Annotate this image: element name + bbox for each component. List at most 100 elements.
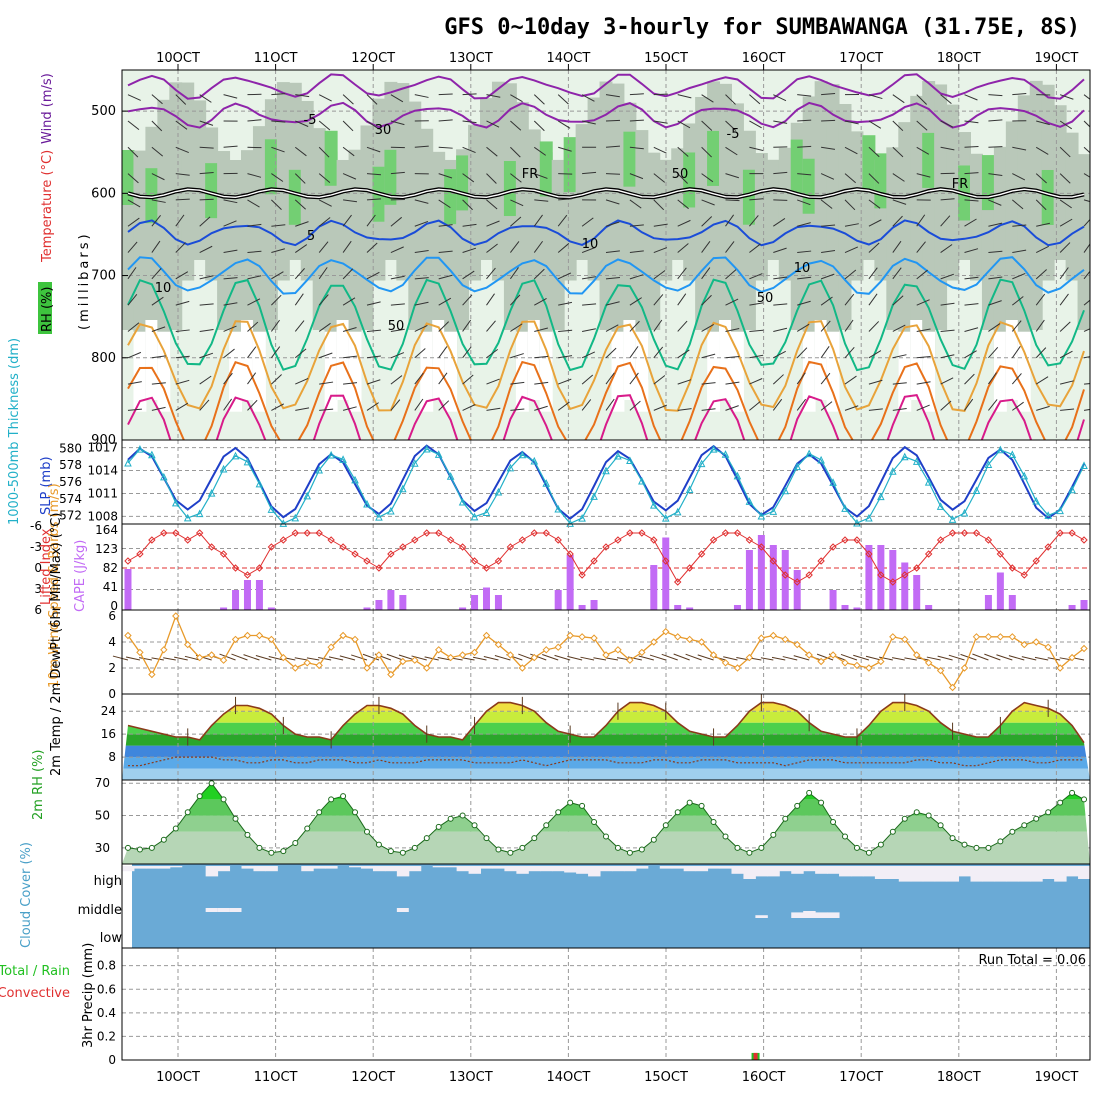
wind10m-marker bbox=[363, 664, 371, 672]
li-marker bbox=[219, 550, 228, 558]
wind-barb bbox=[462, 120, 477, 124]
wind10m-barb bbox=[1021, 656, 1037, 661]
wind-barb bbox=[294, 293, 304, 306]
thickness-marker bbox=[482, 508, 491, 516]
thickness-marker bbox=[984, 460, 993, 468]
wind-barb bbox=[295, 94, 310, 98]
cape-li-panel: -6 -3 0 3 6 164 123 82 41 0 Lifted Index CAPE (J/… bbox=[30, 519, 1091, 617]
rh-shade-60 bbox=[480, 98, 493, 261]
x-tick-label: 19OCT bbox=[1035, 1070, 1079, 1085]
rh-shade-60 bbox=[993, 146, 1007, 380]
li-marker bbox=[351, 550, 359, 558]
wind-barb bbox=[151, 94, 163, 105]
li-marker bbox=[375, 564, 383, 572]
wind-barb bbox=[1012, 224, 1027, 227]
wind10m-tick-label: 6 bbox=[108, 609, 116, 623]
wind-barb bbox=[486, 293, 495, 306]
cape-tick-label: 41 bbox=[103, 580, 118, 594]
li-marker bbox=[1020, 571, 1028, 579]
rh-marker bbox=[662, 822, 669, 829]
wind-barb bbox=[199, 245, 213, 253]
wind-barb bbox=[773, 94, 787, 102]
wind-barb bbox=[199, 329, 214, 332]
rh-marker bbox=[638, 846, 645, 853]
contour-labels: -5 -5 FR FR 5 10 10 10 30 50 50 50 bbox=[155, 113, 969, 334]
wind-barb bbox=[964, 146, 979, 148]
wind-barb bbox=[1083, 199, 1090, 203]
wind-barb bbox=[342, 120, 354, 132]
x-tick-label: 16OCT bbox=[742, 1070, 786, 1085]
wind-barb bbox=[271, 93, 286, 96]
precip-tick-label: 0.6 bbox=[97, 982, 116, 996]
wind-barb bbox=[940, 94, 952, 104]
rh-shade-80 bbox=[444, 169, 458, 225]
thickness-marker bbox=[817, 455, 825, 464]
rh-shade-60 bbox=[169, 82, 183, 331]
cloud-high-gap bbox=[301, 866, 314, 872]
x-tick-label: 18OCT bbox=[937, 1070, 981, 1085]
rh-shade-dry bbox=[527, 320, 541, 400]
cape-bar bbox=[459, 607, 467, 610]
wind-barb bbox=[605, 221, 620, 227]
wind-barb bbox=[366, 379, 381, 385]
wind-barb bbox=[892, 240, 902, 253]
wind-barb bbox=[988, 323, 1001, 332]
wind-barb bbox=[605, 301, 620, 306]
thickness-marker bbox=[889, 467, 897, 475]
li-marker bbox=[709, 536, 718, 544]
li-marker bbox=[411, 536, 419, 544]
rh-shade-80 bbox=[922, 132, 936, 188]
rh-marker bbox=[579, 802, 586, 809]
wind-barb bbox=[964, 398, 974, 411]
wind-barb bbox=[223, 277, 238, 280]
cloud-high-gap bbox=[886, 866, 900, 879]
cloud-high-gap bbox=[456, 866, 470, 872]
wind10m-marker bbox=[219, 656, 228, 664]
wind-barb bbox=[701, 216, 713, 227]
wind-barb bbox=[199, 216, 211, 227]
wind-barb bbox=[773, 247, 787, 254]
wind-barb bbox=[892, 324, 906, 332]
wind-barb bbox=[653, 319, 663, 332]
wind-barb bbox=[175, 198, 190, 201]
wind10m-marker bbox=[626, 656, 634, 664]
pressure-axis-label: (millibars) bbox=[77, 231, 92, 330]
cloud-high-gap bbox=[803, 866, 816, 872]
wind10m-barb bbox=[461, 657, 475, 661]
wind-barb bbox=[1036, 120, 1050, 126]
wind10m-barb bbox=[782, 656, 798, 661]
li-marker bbox=[924, 550, 933, 558]
li-marker bbox=[1008, 564, 1017, 572]
wind10m-marker bbox=[375, 651, 383, 659]
cloud-middle-gap bbox=[827, 912, 840, 918]
wind-barb bbox=[940, 198, 955, 201]
cloud-high-gap bbox=[719, 866, 732, 869]
x-tick-label: 15OCT bbox=[644, 1070, 688, 1085]
wind-barb bbox=[1035, 293, 1046, 306]
wind10m-marker bbox=[482, 631, 491, 640]
wind-barb bbox=[510, 381, 525, 385]
wind-barb bbox=[797, 250, 812, 254]
cloud-high-gap bbox=[791, 866, 804, 874]
rh-shade-dry bbox=[133, 331, 147, 412]
wind-barb bbox=[653, 346, 664, 359]
wind-barb bbox=[868, 242, 880, 253]
rh-shade-60 bbox=[886, 147, 900, 330]
wind-barb bbox=[844, 120, 859, 125]
thickness-marker bbox=[936, 502, 945, 510]
wind-barb bbox=[820, 372, 831, 385]
rh-shade-80 bbox=[324, 130, 338, 186]
wind-barb bbox=[868, 173, 880, 184]
isotherm-line bbox=[127, 278, 1085, 372]
wind10m-barb bbox=[948, 654, 965, 661]
wind-barb bbox=[844, 173, 856, 184]
rh-shade-80 bbox=[802, 158, 816, 214]
wind-barb bbox=[725, 173, 740, 179]
wind-barb bbox=[964, 120, 979, 124]
wind10m-barb bbox=[125, 656, 141, 661]
wind-barb bbox=[821, 146, 836, 150]
wind-barb bbox=[988, 199, 1002, 206]
wind-barb bbox=[1059, 120, 1072, 130]
wind-barb bbox=[1083, 120, 1090, 128]
wind-barb bbox=[1083, 299, 1090, 306]
